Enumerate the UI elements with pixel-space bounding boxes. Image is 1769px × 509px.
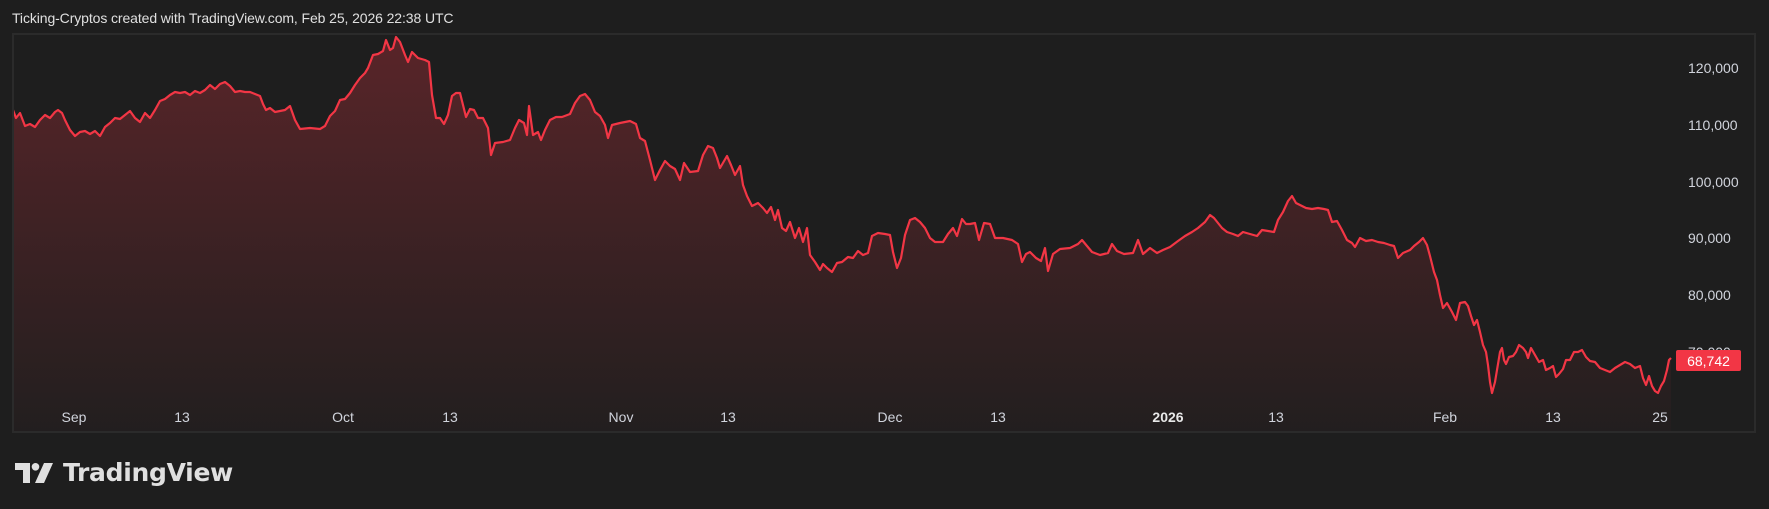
x-axis-tick: 13 [720, 409, 736, 425]
last-price-tag: 68,742 [1676, 350, 1741, 371]
price-line [14, 35, 1672, 395]
chart-frame[interactable] [12, 33, 1756, 433]
x-axis-tick: 13 [174, 409, 190, 425]
y-axis-tick: 100,000 [1688, 174, 1739, 190]
logo-text: TradingView [63, 458, 233, 487]
x-axis-tick-year: 2026 [1152, 409, 1184, 425]
x-axis-tick: 13 [442, 409, 458, 425]
y-axis-tick: 70,000 [1688, 344, 1731, 351]
tradingview-logo-icon [15, 462, 53, 483]
x-axis-tick: Nov [608, 409, 634, 425]
y-axis-tick: 80,000 [1688, 287, 1731, 303]
x-axis-tick: Sep [61, 409, 87, 425]
x-axis-tick: 13 [990, 409, 1006, 425]
chart-caption: Ticking-Cryptos created with TradingView… [12, 10, 454, 26]
x-axis-tick: 13 [1268, 409, 1284, 425]
y-axis-tick: 120,000 [1688, 60, 1739, 76]
y-axis-tick: 110,000 [1688, 117, 1738, 133]
x-axis-tick: Oct [332, 409, 354, 425]
price-area-fill [14, 37, 1671, 431]
y-axis-tick: 90,000 [1688, 230, 1731, 246]
tradingview-logo[interactable]: TradingView [15, 458, 233, 487]
x-axis-tick: 25 [1652, 409, 1668, 425]
x-axis-tick: Dec [877, 409, 903, 425]
x-axis-tick: Feb [1432, 409, 1458, 425]
x-axis-tick: 13 [1545, 409, 1561, 425]
